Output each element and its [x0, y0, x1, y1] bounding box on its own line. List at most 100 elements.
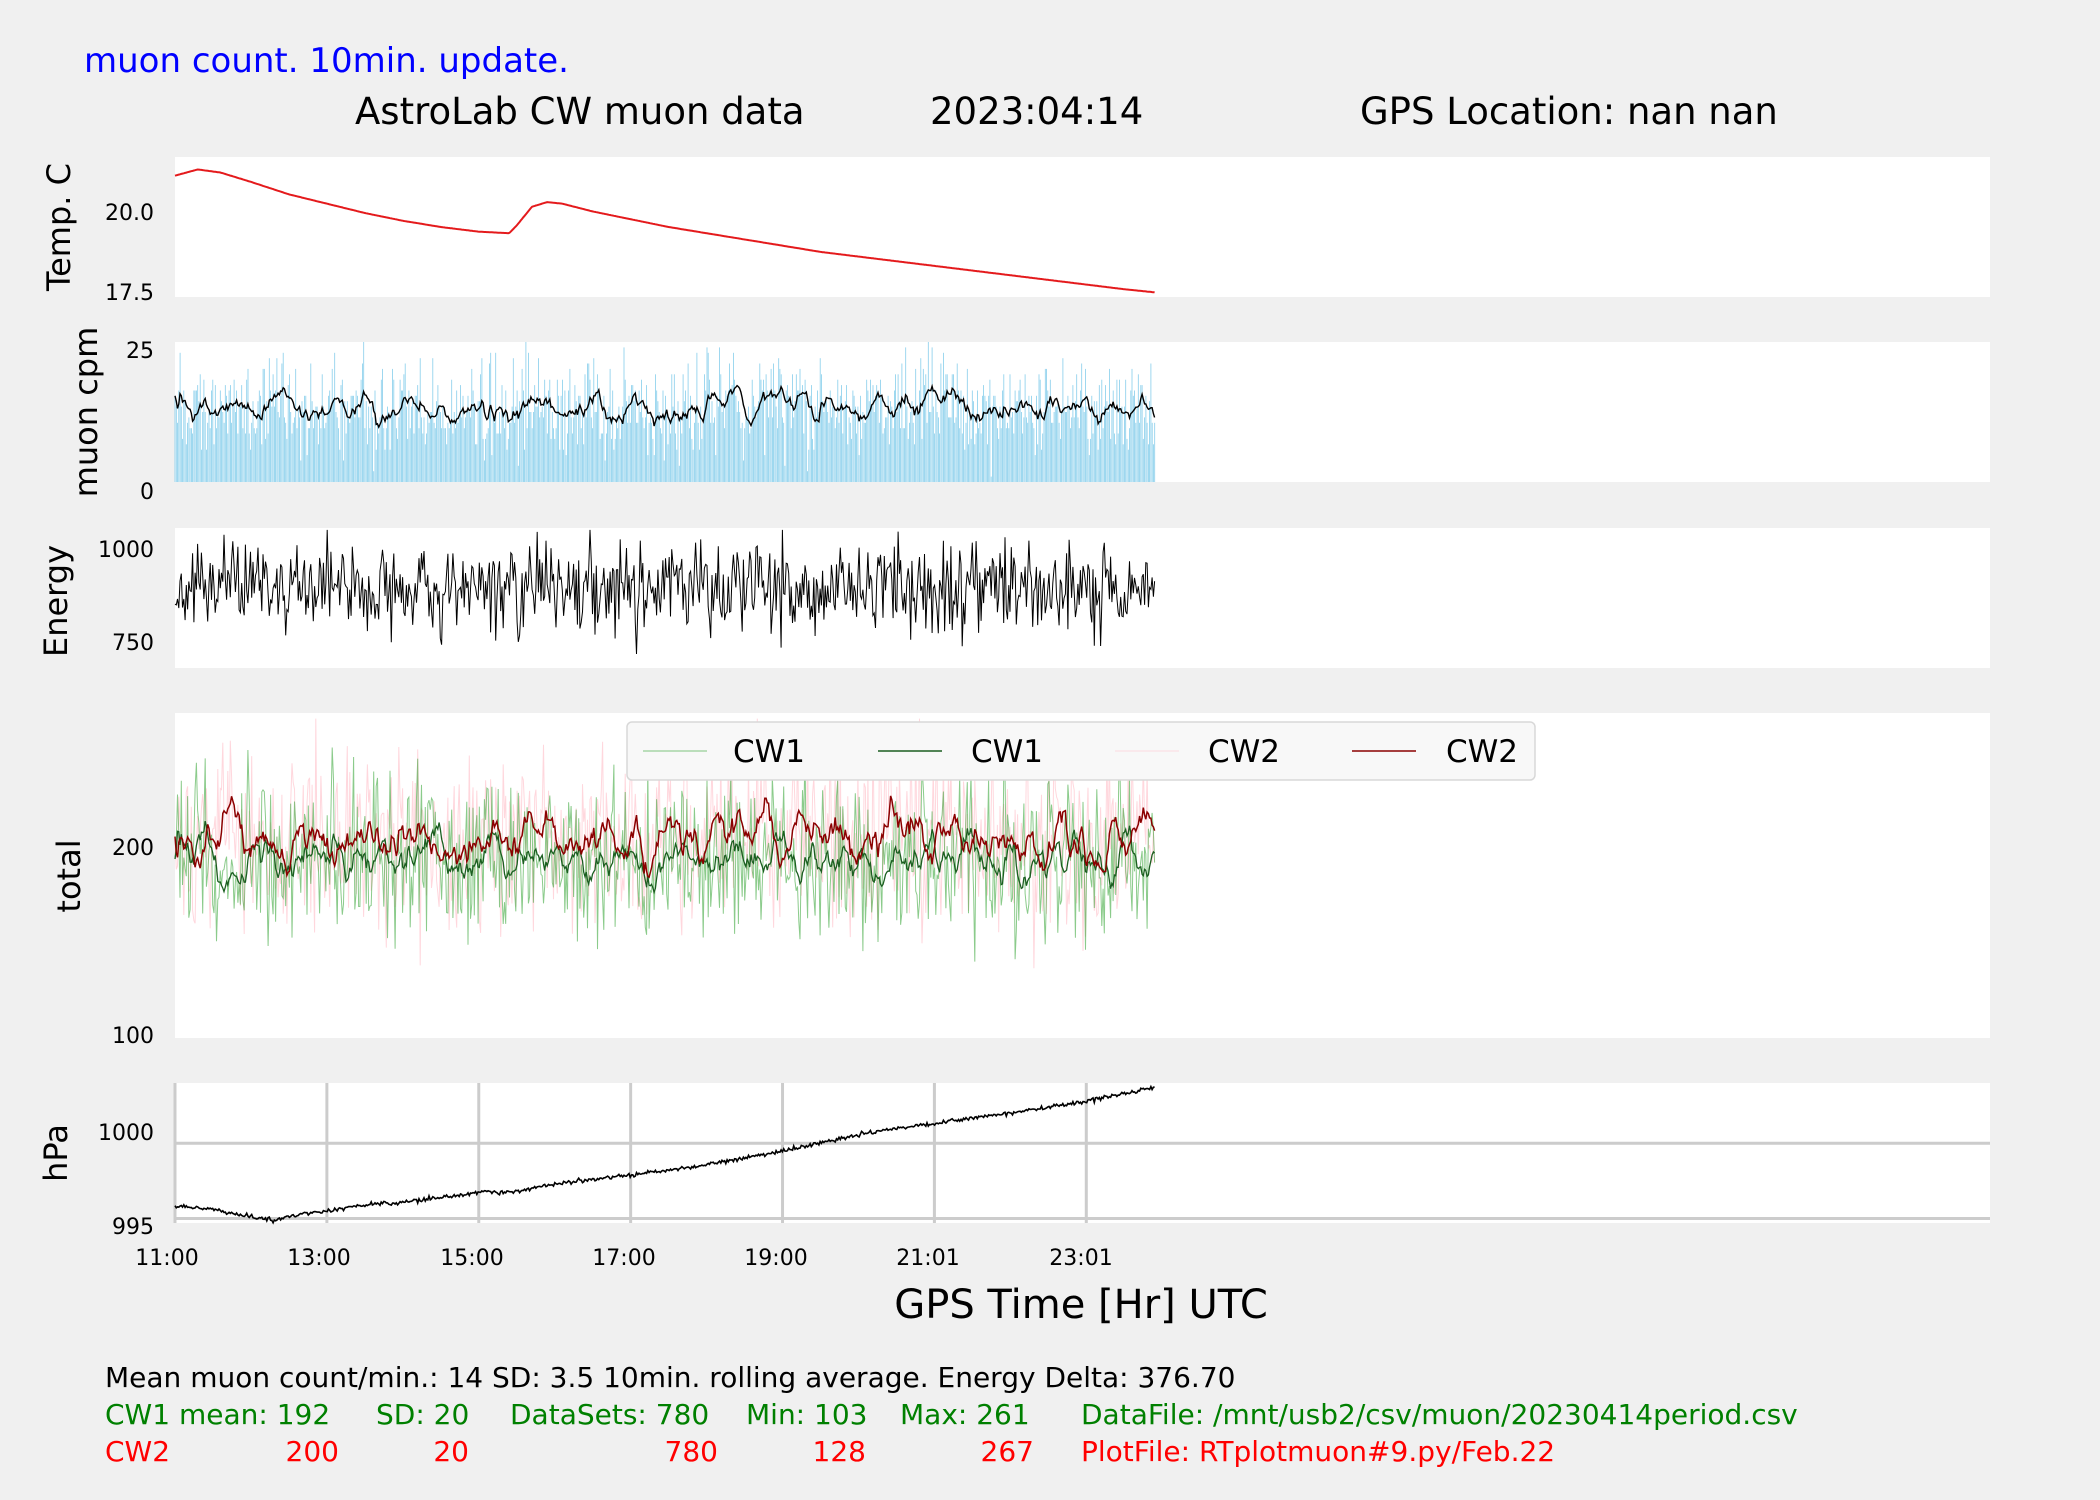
muon-bar [182, 438, 183, 482]
muon-bar [905, 347, 907, 482]
muon-bar [995, 406, 997, 482]
muon-bar [890, 401, 891, 482]
muon-bar [1034, 455, 1036, 482]
muon-bar [334, 352, 336, 482]
muon-bar [832, 406, 834, 482]
muon-bar [238, 406, 240, 482]
muon-bar [549, 379, 551, 482]
muon-bar [476, 444, 478, 482]
muon-bar [651, 422, 652, 482]
muon-bar [265, 438, 266, 482]
muon-bar [683, 401, 685, 482]
muon-bar [927, 342, 929, 482]
muon-bar [841, 385, 842, 482]
muon-bar [1068, 406, 1070, 482]
update-note: muon count. 10min. update. [84, 41, 569, 81]
muon-bar [784, 465, 786, 482]
muon-bar [643, 428, 645, 482]
pressure-ytick-bottom: 995 [112, 1215, 154, 1240]
muon-bar [862, 412, 864, 482]
muon-bar [1047, 390, 1049, 482]
muon-bar [517, 465, 519, 482]
muon-bar [1065, 412, 1066, 482]
muon-bar [858, 455, 860, 482]
muon-bar [1076, 374, 1078, 482]
muon-bar [313, 428, 314, 482]
muon-bar [924, 385, 925, 482]
muon-bar [441, 428, 442, 482]
muon-bar [389, 449, 391, 482]
muon-bar [939, 433, 940, 482]
muon-bar [770, 368, 772, 482]
muon-bar [324, 428, 326, 482]
muon-bar [919, 390, 920, 482]
muon-bar [1091, 395, 1093, 482]
muon-bars [174, 342, 1156, 482]
muon-bar [529, 412, 531, 482]
muon-bar [285, 422, 287, 482]
muon-bar [954, 422, 956, 482]
muon-bar [1056, 406, 1057, 482]
legend-box [626, 721, 1536, 781]
muon-bar [617, 428, 619, 482]
muon-bar [768, 417, 769, 482]
muon-bar [1048, 406, 1050, 482]
muon-bar [863, 422, 865, 482]
muon-bar [569, 368, 571, 482]
muon-bar [577, 444, 578, 482]
muon-bar [284, 417, 285, 482]
muon-bar [1057, 401, 1059, 482]
muon-bar [475, 444, 476, 482]
muon-bar [374, 390, 376, 482]
muon-bar [724, 428, 725, 482]
muon-bar [184, 401, 186, 482]
muon-bar [382, 368, 383, 482]
muon-bar [458, 417, 460, 482]
pressure-line [174, 1084, 1155, 1225]
muon-bar [351, 395, 353, 482]
muon-bar [1142, 438, 1144, 482]
muon-bar [1033, 428, 1035, 482]
muon-bar [1054, 406, 1056, 482]
muon-bar [1061, 412, 1062, 482]
muon-bar [598, 390, 600, 482]
muon-bar [198, 401, 200, 482]
muon-bar [434, 428, 436, 482]
muon-bar [778, 358, 780, 482]
muon-bar [275, 390, 276, 482]
muon-bar [1063, 406, 1065, 482]
muon-bar [1086, 406, 1088, 482]
muon-bar [1002, 390, 1003, 482]
muon-bar [216, 428, 217, 482]
pressure-ylabel: hPa [37, 1124, 75, 1182]
muon-bar [348, 417, 349, 482]
muon-bar [467, 395, 469, 482]
muon-bar [959, 428, 961, 482]
muon-bar [1137, 374, 1139, 482]
muon-bar [761, 390, 763, 482]
muon-bar [279, 417, 280, 482]
muon-bar [836, 417, 837, 482]
muon-bar [353, 395, 354, 482]
muon-bar [1096, 401, 1098, 482]
x-tick-label: 17:00 [592, 1246, 655, 1271]
muon-bar [608, 406, 610, 482]
muon-bar [925, 374, 927, 482]
muon-bar [736, 412, 738, 482]
muon-bar [1116, 379, 1118, 482]
muon-bar [1139, 422, 1140, 482]
muon-bar [709, 379, 710, 482]
muon-bar [607, 412, 608, 482]
muon-bar [501, 385, 503, 482]
muon-bar [326, 412, 328, 482]
muon-bar [242, 428, 244, 482]
muon-bar [197, 385, 199, 482]
muon-bar [1120, 412, 1122, 482]
cw2-rolling-average-line [174, 795, 1156, 879]
muon-bar [536, 406, 538, 482]
muon-bar [1102, 428, 1104, 482]
muon-bar [772, 417, 773, 482]
muon-bar [260, 395, 261, 482]
muon-bar [931, 347, 933, 482]
muon-bar [377, 422, 378, 482]
